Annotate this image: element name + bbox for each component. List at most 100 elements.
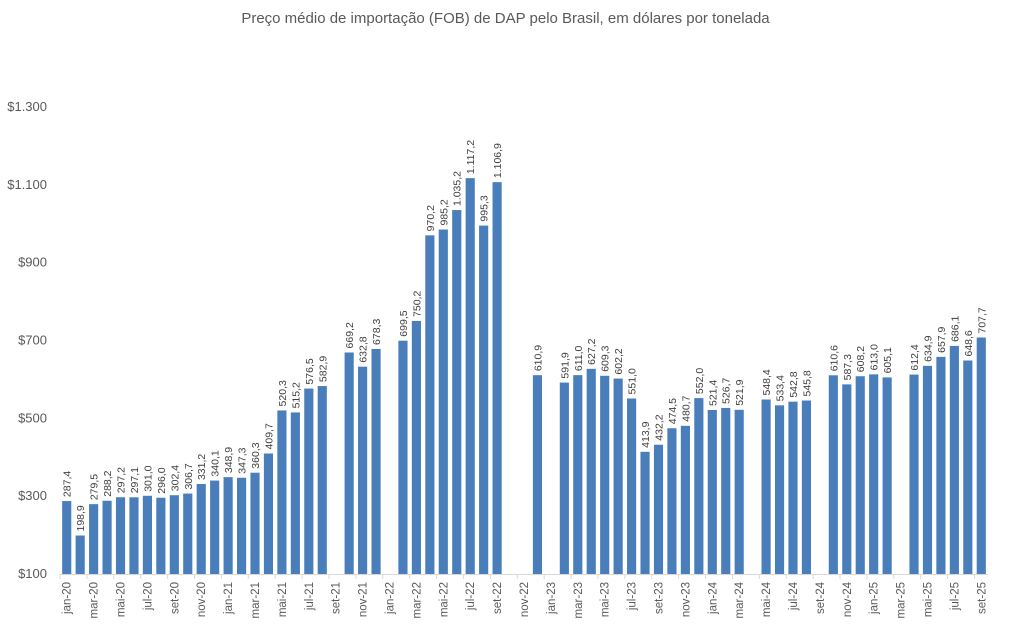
x-tick-label: set-20 [169, 582, 181, 614]
x-tick-label: mai-20 [116, 582, 128, 617]
data-label: 302,4 [169, 465, 181, 491]
x-tick-label: jul-20 [142, 582, 154, 611]
x-tick-label: mar-24 [734, 581, 746, 618]
x-tick-label: mai-24 [761, 581, 773, 617]
data-label: 605,1 [882, 347, 894, 373]
data-label: 409,7 [263, 423, 275, 449]
x-tick-label: set-25 [976, 582, 988, 614]
data-label: 521,4 [707, 380, 719, 406]
bar [532, 375, 543, 574]
bar [196, 484, 206, 574]
data-label: 669,2 [344, 322, 356, 348]
data-label: 634,9 [922, 335, 934, 361]
chart-title: Preço médio de importação (FOB) de DAP p… [241, 10, 770, 27]
x-tick-label: jan-22 [385, 582, 397, 615]
data-label: 632,8 [358, 336, 370, 362]
data-label: 545,8 [801, 370, 813, 396]
bar [949, 345, 959, 574]
x-tick-label: nov-24 [842, 581, 854, 617]
data-label: 602,2 [613, 348, 625, 374]
bars [62, 178, 986, 575]
data-label: 198,9 [75, 505, 87, 531]
data-label: 995,3 [479, 195, 491, 221]
data-label: 612,4 [909, 344, 921, 370]
data-label: 657,9 [936, 326, 948, 352]
y-tick-label: $1.100 [7, 177, 47, 192]
x-tick-label: jul-21 [304, 582, 316, 611]
data-label: 331,2 [196, 454, 208, 480]
x-tick-label: mai-22 [438, 582, 450, 617]
data-label: 610,6 [828, 345, 840, 371]
y-tick-label: $100 [18, 566, 47, 581]
data-label: 480,7 [680, 395, 692, 421]
x-tick-label: jul-22 [465, 582, 477, 611]
x-tick-label: set-22 [492, 582, 504, 614]
y-tick-label: $500 [18, 410, 47, 425]
x-tick-label: mai-21 [277, 582, 289, 617]
bar [263, 453, 274, 574]
data-label: 548,4 [761, 369, 773, 395]
x-tick-label: mai-23 [600, 582, 612, 617]
bar [963, 360, 973, 574]
data-label: 1.035,2 [452, 171, 464, 206]
data-label: 301,0 [142, 465, 154, 491]
data-label: 1.117,2 [465, 140, 477, 174]
data-label: 360,3 [250, 442, 262, 468]
bar [842, 384, 852, 574]
x-tick-label: jan-25 [869, 582, 881, 615]
bar [882, 377, 892, 574]
data-label: 347,3 [237, 447, 249, 473]
bar [922, 365, 933, 574]
data-label: 288,2 [102, 470, 114, 496]
data-label: 591,9 [559, 352, 571, 378]
bar [855, 376, 865, 574]
data-label: 610,9 [532, 345, 544, 371]
bar [680, 425, 690, 574]
data-label: 297,2 [116, 467, 128, 493]
x-tick-label: jul-25 [949, 582, 961, 611]
x-tick-label: jan-20 [62, 582, 74, 615]
bar [694, 398, 704, 574]
bar [304, 388, 314, 574]
x-tick-label: jul-24 [788, 581, 800, 611]
x-tick-label: mar-20 [89, 582, 101, 618]
bar [438, 229, 448, 574]
data-label: 648,6 [963, 330, 975, 356]
bar [250, 472, 260, 574]
bar [936, 356, 946, 574]
data-label: 627,2 [586, 338, 598, 364]
x-tick-label: nov-20 [196, 582, 208, 617]
bar [761, 399, 771, 574]
x-tick-label: set-23 [653, 582, 665, 614]
data-label: 552,0 [694, 368, 706, 394]
bar [115, 497, 126, 574]
data-label: 686,1 [949, 315, 961, 341]
y-tick-label: $900 [18, 255, 47, 270]
bar [721, 407, 731, 574]
x-tick-label: mar-22 [411, 582, 423, 618]
bar [169, 495, 179, 574]
data-label: 526,7 [721, 378, 733, 404]
data-label: 985,2 [438, 199, 450, 225]
y-tick-label: $1.300 [7, 99, 47, 114]
bar [600, 375, 610, 574]
bar [653, 444, 664, 574]
x-tick-label: set-24 [815, 581, 827, 614]
bar [142, 495, 152, 574]
data-label: 533,4 [775, 375, 787, 401]
data-label: 608,2 [855, 346, 867, 372]
bar [586, 368, 596, 574]
data-label: 413,9 [640, 421, 652, 447]
x-tick-label: mar-21 [250, 582, 262, 618]
bar [627, 398, 637, 574]
data-label: 542,8 [788, 371, 800, 397]
bar [465, 178, 475, 575]
data-label: 474,5 [667, 398, 679, 424]
bar [667, 428, 677, 574]
data-label: 287,4 [62, 471, 74, 497]
x-tick-label: set-21 [331, 582, 343, 614]
bar [277, 410, 287, 574]
bar [479, 225, 489, 574]
x-tick-label: jan-24 [707, 581, 719, 615]
bar [371, 348, 381, 574]
